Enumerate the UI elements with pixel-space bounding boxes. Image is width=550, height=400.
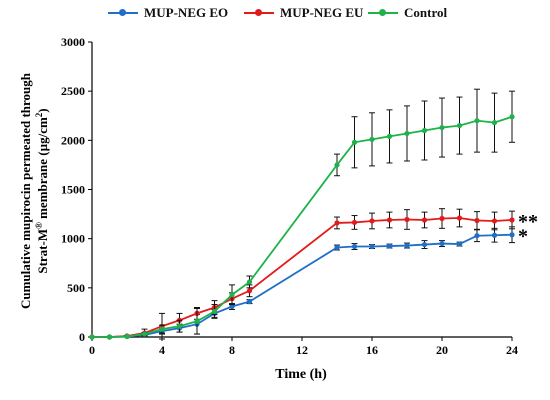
axis-labels: Time (h) Cumulative mupirocin permeated … [18, 72, 327, 382]
data-point [351, 243, 358, 250]
series-layer: *** [89, 88, 538, 340]
data-point [421, 217, 428, 223]
data-point [229, 303, 235, 310]
data-point [439, 240, 445, 247]
x-tick-label: 12 [296, 343, 308, 357]
data-point [474, 217, 480, 224]
legend-item-eu: MUP-NEG EU [244, 5, 363, 21]
legend: MUP-NEG EO MUP-NEG EU Control [0, 5, 550, 27]
y-tick-label: 1500 [61, 183, 85, 197]
x-tick-label: 8 [229, 343, 235, 357]
legend-label-control: Control [404, 5, 448, 20]
data-point [421, 127, 428, 134]
y-tick-label: 1000 [61, 232, 85, 246]
x-tick-label: 0 [89, 343, 95, 357]
x-tick-label: 20 [436, 343, 448, 357]
series-line [92, 217, 513, 338]
y-tick-label: 2000 [61, 133, 85, 147]
data-point [194, 318, 200, 324]
data-point [176, 323, 183, 329]
data-point [334, 162, 340, 168]
data-point [246, 279, 253, 285]
series-0: * [89, 226, 528, 340]
series-1: ** [89, 208, 538, 340]
data-point [439, 215, 445, 222]
series-line [92, 115, 513, 338]
legend-swatch-eo [108, 7, 138, 19]
x-tick-label: 4 [159, 343, 165, 357]
data-point [369, 218, 375, 224]
data-point [229, 292, 235, 298]
data-point [351, 219, 358, 226]
legend-swatch-control [368, 7, 398, 19]
data-point [404, 130, 410, 137]
data-point [386, 243, 393, 249]
x-axis-label: Time (h) [275, 367, 327, 382]
significance-marker: * [518, 226, 528, 248]
legend-item-eo: MUP-NEG EO [108, 5, 228, 21]
data-point [421, 241, 428, 248]
data-point [509, 217, 515, 223]
y-tick-label: 500 [67, 281, 85, 295]
data-point [334, 220, 340, 226]
data-point [159, 326, 165, 332]
data-point [369, 136, 375, 142]
y-tick-label: 0 [79, 330, 85, 344]
data-point [351, 139, 358, 145]
y-tick-label: 3000 [61, 35, 85, 49]
data-point [456, 241, 463, 247]
data-point [211, 308, 218, 315]
data-point [509, 232, 515, 238]
data-point [491, 120, 498, 126]
y-ticks: 0 500 1000 1500 2000 2500 3000 0 4 8 12 16 20 24 [61, 35, 518, 357]
data-point [246, 288, 253, 294]
data-point [386, 217, 393, 223]
legend-item-control: Control [368, 5, 447, 21]
data-point [141, 331, 148, 337]
data-point [386, 133, 393, 139]
data-point [246, 299, 253, 305]
y-axis-label-line1: Cumulative mupirocin permeated through [18, 72, 33, 309]
legend-swatch-eu [244, 7, 274, 19]
y-tick-label: 2500 [61, 84, 85, 98]
legend-label-eo: MUP-NEG EO [144, 5, 229, 20]
data-point [474, 118, 480, 124]
significance-marker: ** [518, 211, 538, 233]
data-point [106, 334, 113, 340]
y-axis-label-line2: Strat-M® membrane (µg/cm2) [34, 108, 50, 273]
legend-label-eu: MUP-NEG EU [280, 5, 364, 20]
data-point [439, 124, 445, 131]
x-tick-label: 16 [366, 343, 378, 357]
data-point [491, 218, 498, 224]
data-point [474, 233, 480, 239]
data-point [89, 334, 95, 340]
data-point [404, 216, 410, 223]
x-tick-label: 24 [506, 343, 518, 357]
data-point [124, 333, 130, 340]
data-point [369, 243, 375, 250]
data-point [404, 242, 410, 249]
data-point [334, 244, 340, 251]
series-2 [89, 88, 515, 340]
data-point [491, 232, 498, 238]
data-point [509, 114, 515, 120]
data-point [456, 122, 463, 129]
axes [91, 42, 512, 338]
data-point [456, 215, 463, 221]
